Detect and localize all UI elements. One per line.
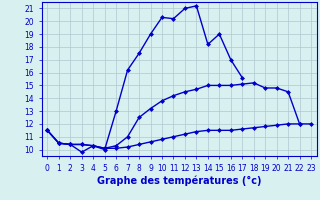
X-axis label: Graphe des températures (°c): Graphe des températures (°c)	[97, 175, 261, 186]
